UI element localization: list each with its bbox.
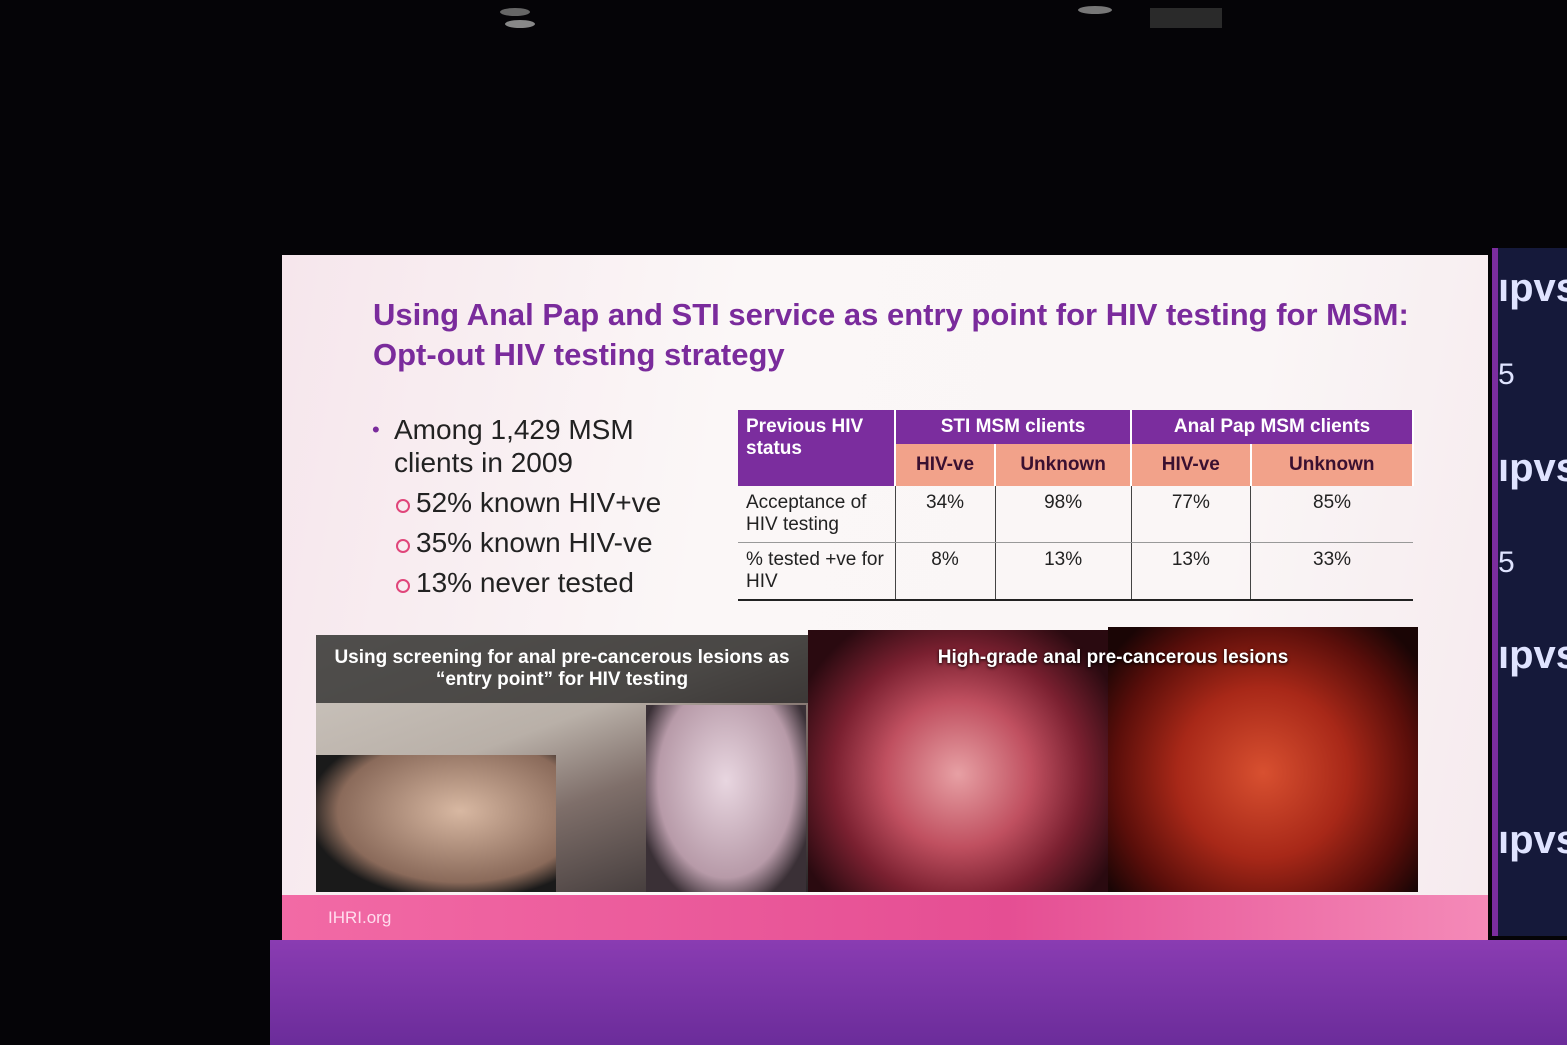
results-table: Previous HIV status STI MSM clients Anal…	[738, 410, 1415, 601]
sub-header: HIV-ve	[895, 444, 997, 486]
ceiling-light	[1078, 6, 1112, 14]
side-label: 5	[1498, 358, 1515, 391]
slide: Using Anal Pap and STI service as entry …	[282, 255, 1488, 940]
side-label: 5	[1498, 546, 1515, 579]
side-label: ıpvs	[1498, 446, 1567, 490]
group-header: STI MSM clients	[895, 410, 1133, 444]
bullet-list: • Among 1,429 MSM clients in 2009 52% kn…	[372, 413, 712, 599]
cell: 33%	[1250, 542, 1413, 601]
group-header: Anal Pap MSM clients	[1131, 410, 1414, 444]
sub-header: HIV-ve	[1131, 444, 1252, 486]
row-label: % tested +ve for HIV	[738, 542, 896, 601]
cell: 77%	[1131, 486, 1252, 543]
row-header: Previous HIV status	[738, 410, 896, 486]
photo-figure	[646, 705, 806, 892]
image-caption: Using screening for anal pre-cancerous l…	[316, 635, 808, 703]
sub-header: Unknown	[995, 444, 1133, 486]
cell: 85%	[1250, 486, 1413, 543]
cell: 8%	[895, 542, 996, 601]
image-caption: High-grade anal pre-cancerous lesions	[937, 647, 1289, 668]
clinic-photo: Using screening for anal pre-cancerous l…	[316, 635, 808, 892]
lesion-photo	[1108, 627, 1418, 892]
ceiling-fixture	[1150, 8, 1222, 28]
ceiling-light	[500, 8, 530, 16]
photo-figure	[316, 755, 556, 892]
sub-bullet: 35% known HIV-ve	[394, 526, 712, 559]
sub-header: Unknown	[1250, 444, 1415, 486]
sub-bullet: 13% never tested	[394, 566, 712, 599]
cell: 13%	[1131, 542, 1252, 601]
stage-strip	[270, 940, 1567, 1045]
footer-text: IHRI.org	[328, 908, 392, 927]
bullet-dot: •	[372, 417, 380, 442]
side-label: ıpvs	[1498, 633, 1567, 677]
ceiling-light	[505, 20, 535, 28]
row-label: Acceptance of HIV testing	[738, 486, 896, 543]
cell: 34%	[895, 486, 996, 543]
bullet-text: Among 1,429 MSM clients in 2009	[394, 414, 634, 478]
side-label: ıpvs	[1498, 266, 1567, 310]
lesion-photo	[808, 630, 1108, 892]
cell: 13%	[995, 542, 1132, 601]
side-screen: ıpvs 5 ıpvs 5 ıpvs ıpvs	[1492, 248, 1567, 936]
cell: 98%	[995, 486, 1132, 543]
side-label: ıpvs	[1498, 818, 1567, 862]
slide-title: Using Anal Pap and STI service as entry …	[373, 297, 1409, 372]
sub-bullet: 52% known HIV+ve	[394, 486, 712, 519]
slide-footer: IHRI.org	[282, 895, 1488, 940]
